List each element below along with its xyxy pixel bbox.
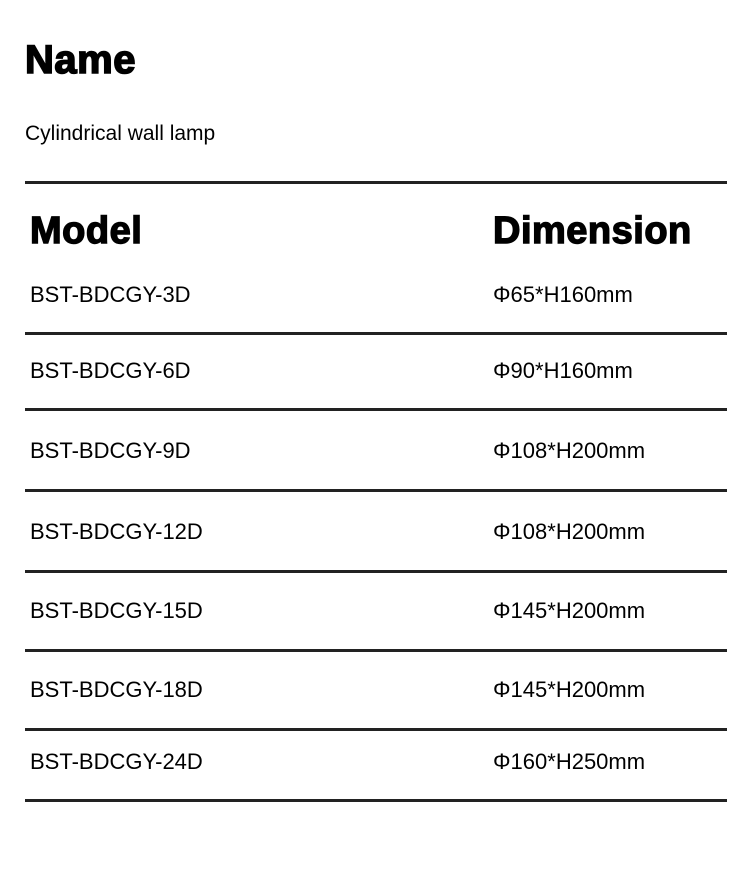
- dimension-cell: Φ108*H200mm: [493, 438, 646, 463]
- row-divider: [25, 489, 727, 492]
- model-cell: BST-BDCGY-9D: [30, 438, 191, 463]
- model-cell: BST-BDCGY-12D: [30, 519, 203, 544]
- row-divider: [25, 570, 727, 573]
- model-cell: BST-BDCGY-24D: [30, 749, 203, 774]
- model-cell: BST-BDCGY-6D: [30, 358, 191, 383]
- name-heading: Name: [24, 37, 136, 83]
- dimension-header: Dimension: [492, 209, 692, 252]
- model-cell: BST-BDCGY-18D: [30, 677, 203, 702]
- dimension-cell: Φ65*H160mm: [493, 282, 633, 307]
- row-divider: [25, 799, 727, 802]
- row-divider: [25, 408, 727, 411]
- dimension-cell: Φ108*H200mm: [493, 519, 646, 544]
- model-cell: BST-BDCGY-15D: [30, 598, 203, 623]
- dimension-cell: Φ90*H160mm: [493, 358, 633, 383]
- row-divider: [25, 728, 727, 731]
- model-header: Model: [29, 209, 143, 252]
- dimension-cell: Φ145*H200mm: [493, 598, 646, 623]
- row-divider: [25, 649, 727, 652]
- dimension-cell: Φ160*H250mm: [493, 749, 646, 774]
- top-divider: [25, 181, 727, 184]
- product-name: Cylindrical wall lamp: [25, 122, 216, 145]
- row-divider: [25, 332, 727, 335]
- model-cell: BST-BDCGY-3D: [30, 282, 191, 307]
- dimension-cell: Φ145*H200mm: [493, 677, 646, 702]
